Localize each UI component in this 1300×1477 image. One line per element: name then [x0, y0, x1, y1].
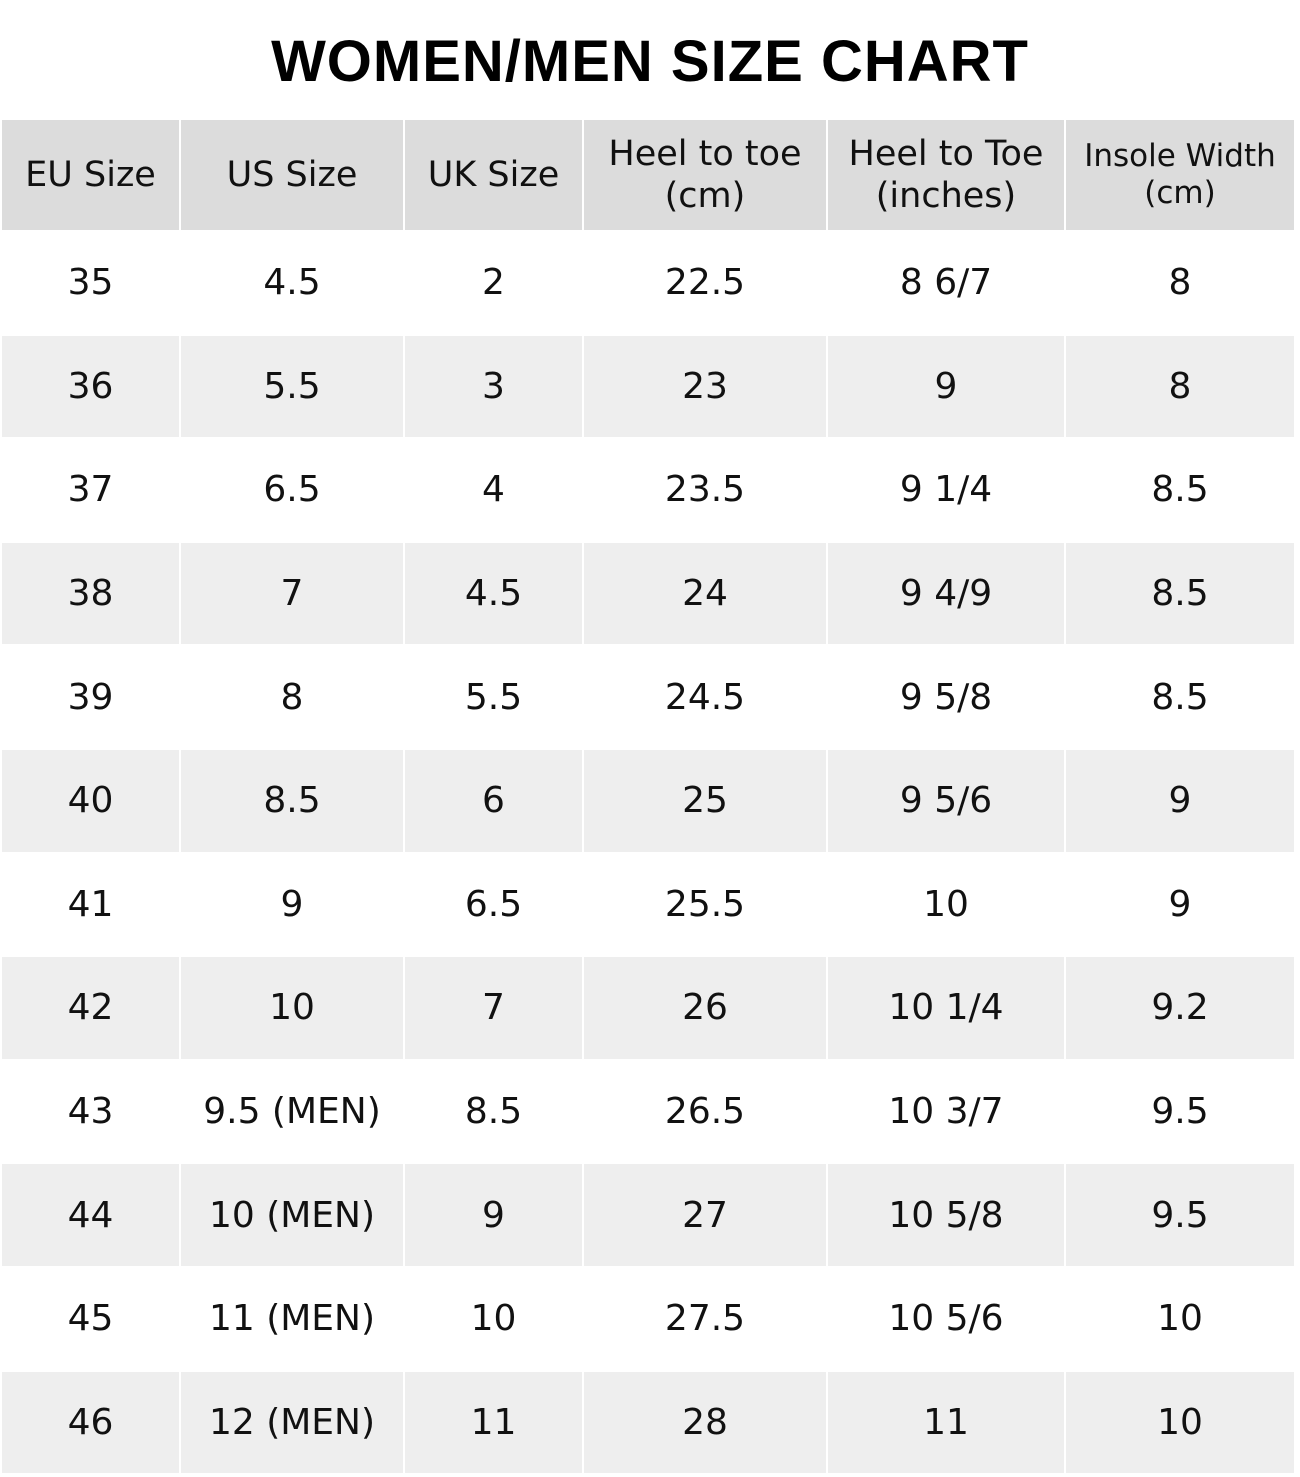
cell-heel-to-toe-cm: 24 [584, 542, 826, 645]
cell-heel-to-toe-cm: 22.5 [584, 232, 826, 334]
cell-heel-to-toe-inches: 9 4/9 [828, 542, 1064, 645]
cell-us-size: 4.5 [181, 232, 403, 334]
cell-eu-size: 43 [2, 1060, 179, 1163]
cell-insole-width-cm: 8.5 [1066, 542, 1294, 645]
cell-us-size: 11 (MEN) [181, 1267, 403, 1370]
cell-insole-width-cm: 9.5 [1066, 1060, 1294, 1163]
cell-heel-to-toe-inches: 9 5/6 [828, 749, 1064, 852]
header-uk-size: UK Size [405, 120, 582, 230]
cell-insole-width-cm: 9 [1066, 749, 1294, 852]
header-heel-to-toe-inches: Heel to Toe (inches) [828, 120, 1064, 230]
cell-uk-size: 7 [405, 957, 582, 1059]
cell-heel-to-toe-inches: 9 1/4 [828, 439, 1064, 541]
cell-heel-to-toe-inches: 10 3/7 [828, 1060, 1064, 1163]
cell-eu-size: 37 [2, 439, 179, 541]
cell-us-size: 10 [181, 957, 403, 1059]
cell-us-size: 9.5 (MEN) [181, 1060, 403, 1163]
cell-heel-to-toe-inches: 10 1/4 [828, 957, 1064, 1059]
cell-heel-to-toe-inches: 11 [828, 1371, 1064, 1474]
cell-eu-size: 46 [2, 1371, 179, 1474]
cell-heel-to-toe-inches: 9 [828, 335, 1064, 438]
cell-heel-to-toe-cm: 25 [584, 749, 826, 852]
cell-heel-to-toe-inches: 10 [828, 853, 1064, 956]
cell-us-size: 10 (MEN) [181, 1164, 403, 1266]
page-title: WOMEN/MEN SIZE CHART [271, 29, 1029, 94]
header-heel-to-toe-cm: Heel to toe (cm) [584, 120, 826, 230]
cell-us-size: 8.5 [181, 749, 403, 852]
cell-uk-size: 6 [405, 749, 582, 852]
cell-us-size: 12 (MEN) [181, 1371, 403, 1474]
cell-heel-to-toe-inches: 9 5/8 [828, 646, 1064, 748]
cell-heel-to-toe-cm: 27.5 [584, 1267, 826, 1370]
cell-heel-to-toe-cm: 26.5 [584, 1060, 826, 1163]
cell-insole-width-cm: 8 [1066, 335, 1294, 438]
cell-heel-to-toe-cm: 25.5 [584, 853, 826, 956]
cell-uk-size: 11 [405, 1371, 582, 1474]
cell-insole-width-cm: 9 [1066, 853, 1294, 956]
header-us-size: US Size [181, 120, 403, 230]
cell-insole-width-cm: 9.5 [1066, 1164, 1294, 1266]
cell-eu-size: 45 [2, 1267, 179, 1370]
cell-uk-size: 8.5 [405, 1060, 582, 1163]
cell-heel-to-toe-cm: 24.5 [584, 646, 826, 748]
cell-uk-size: 2 [405, 232, 582, 334]
header-eu-size: EU Size [2, 120, 179, 230]
cell-uk-size: 4 [405, 439, 582, 541]
cell-eu-size: 41 [2, 853, 179, 956]
cell-heel-to-toe-cm: 28 [584, 1371, 826, 1474]
cell-eu-size: 40 [2, 749, 179, 852]
cell-uk-size: 4.5 [405, 542, 582, 645]
cell-insole-width-cm: 8.5 [1066, 439, 1294, 541]
cell-heel-to-toe-inches: 8 6/7 [828, 232, 1064, 334]
cell-insole-width-cm: 9.2 [1066, 957, 1294, 1059]
cell-heel-to-toe-cm: 23 [584, 335, 826, 438]
cell-insole-width-cm: 8.5 [1066, 646, 1294, 748]
cell-heel-to-toe-inches: 10 5/8 [828, 1164, 1064, 1266]
cell-eu-size: 42 [2, 957, 179, 1059]
cell-uk-size: 9 [405, 1164, 582, 1266]
cell-us-size: 8 [181, 646, 403, 748]
cell-uk-size: 3 [405, 335, 582, 438]
cell-eu-size: 38 [2, 542, 179, 645]
cell-eu-size: 44 [2, 1164, 179, 1266]
cell-heel-to-toe-inches: 10 5/6 [828, 1267, 1064, 1370]
cell-us-size: 9 [181, 853, 403, 956]
cell-heel-to-toe-cm: 23.5 [584, 439, 826, 541]
cell-us-size: 5.5 [181, 335, 403, 438]
cell-uk-size: 5.5 [405, 646, 582, 748]
cell-heel-to-toe-cm: 26 [584, 957, 826, 1059]
cell-eu-size: 36 [2, 335, 179, 438]
cell-uk-size: 10 [405, 1267, 582, 1370]
cell-eu-size: 39 [2, 646, 179, 748]
cell-insole-width-cm: 10 [1066, 1267, 1294, 1370]
cell-insole-width-cm: 10 [1066, 1371, 1294, 1474]
cell-eu-size: 35 [2, 232, 179, 334]
cell-uk-size: 6.5 [405, 853, 582, 956]
cell-heel-to-toe-cm: 27 [584, 1164, 826, 1266]
cell-insole-width-cm: 8 [1066, 232, 1294, 334]
cell-us-size: 7 [181, 542, 403, 645]
size-table: EU Size US Size UK Size Heel to toe (cm) Hee… [2, 120, 1294, 1474]
header-insole-width-cm: Insole Width (cm) [1066, 120, 1294, 230]
cell-us-size: 6.5 [181, 439, 403, 541]
